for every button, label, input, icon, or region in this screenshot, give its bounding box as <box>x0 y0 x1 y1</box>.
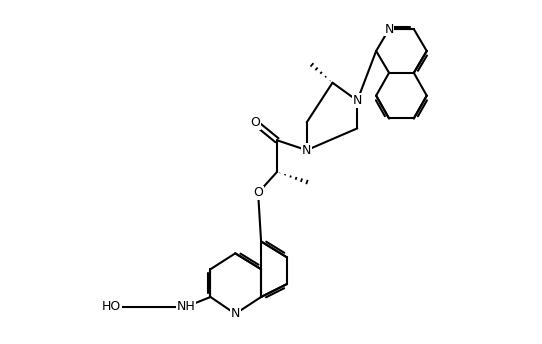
Text: N: N <box>384 23 393 36</box>
Text: HO: HO <box>102 300 121 313</box>
Text: N: N <box>230 307 240 320</box>
Text: NH: NH <box>176 300 195 313</box>
Text: O: O <box>253 186 263 199</box>
Text: N: N <box>353 94 362 107</box>
Text: N: N <box>302 144 312 157</box>
Text: O: O <box>250 116 260 129</box>
